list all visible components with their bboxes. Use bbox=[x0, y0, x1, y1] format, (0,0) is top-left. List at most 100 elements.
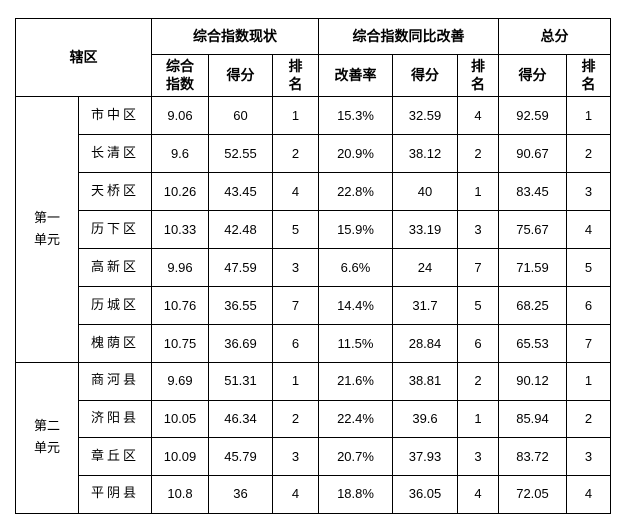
rank-cell: 4 bbox=[272, 475, 319, 514]
score2-cell: 36.05 bbox=[392, 475, 458, 514]
total-score-header: 得分 bbox=[498, 54, 567, 97]
district-name: 章丘区 bbox=[78, 437, 152, 477]
table-row: 长清区 9.6 52.55 2 20.9% 38.12 2 90.67 2 bbox=[16, 134, 611, 173]
index-cell: 10.8 bbox=[151, 475, 209, 514]
index-cell: 9.96 bbox=[151, 248, 209, 287]
rank-header: 排名 bbox=[272, 54, 319, 97]
total-cell: 85.94 bbox=[498, 399, 567, 439]
total-rank-cell: 1 bbox=[566, 362, 611, 401]
rank2-cell: 2 bbox=[457, 362, 499, 401]
table-row: 第二单元 商河县 9.69 51.31 1 21.6% 38.81 2 90.12 1 bbox=[15, 362, 611, 514]
rank-cell: 2 bbox=[272, 134, 319, 173]
total-rank-cell: 6 bbox=[566, 286, 611, 325]
rank-cell: 6 bbox=[272, 324, 319, 363]
ranking-table: 辖区 综合指数现状 综合指数同比改善 总分 综合指数 得分 排名 改善率 得分 … bbox=[15, 18, 611, 514]
district-name: 长清区 bbox=[78, 134, 152, 173]
unit-label: 第一单元 bbox=[15, 96, 79, 363]
score-cell: 36.69 bbox=[208, 324, 273, 363]
district-name: 槐荫区 bbox=[78, 324, 152, 363]
rank2-cell: 3 bbox=[457, 210, 499, 249]
total-rank-header: 排名 bbox=[566, 54, 611, 97]
header-row-1: 辖区 综合指数现状 综合指数同比改善 总分 bbox=[15, 18, 611, 97]
table-row: 历下区 10.33 42.48 5 15.9% 33.19 3 75.67 4 bbox=[16, 210, 611, 249]
index-cell: 9.06 bbox=[151, 96, 209, 135]
rate-cell: 18.8% bbox=[318, 475, 393, 514]
score-cell: 36 bbox=[208, 475, 273, 514]
rank2-cell: 4 bbox=[457, 475, 499, 514]
status-group-header: 综合指数现状 bbox=[151, 18, 319, 55]
rank2-cell: 7 bbox=[457, 248, 499, 287]
rate-cell: 21.6% bbox=[318, 362, 393, 401]
rank-cell: 3 bbox=[272, 248, 319, 287]
score2-cell: 33.19 bbox=[392, 210, 458, 249]
district-name: 高新区 bbox=[78, 248, 152, 287]
index-cell: 10.75 bbox=[151, 324, 209, 363]
district-name: 平阴县 bbox=[78, 475, 152, 514]
rate-header: 改善率 bbox=[318, 54, 393, 97]
score-cell: 52.55 bbox=[208, 134, 273, 173]
total-rank-cell: 3 bbox=[566, 437, 611, 477]
total-rank-cell: 3 bbox=[566, 172, 611, 211]
district-header: 辖区 bbox=[15, 18, 152, 97]
total-rank-cell: 7 bbox=[566, 324, 611, 363]
rank2-cell: 4 bbox=[457, 96, 499, 135]
header-row-2: 综合指数 得分 排名 改善率 得分 排名 得分 排名 bbox=[16, 54, 611, 97]
rank-cell: 1 bbox=[272, 362, 319, 401]
district-name: 商河县 bbox=[78, 362, 152, 401]
total-cell: 72.05 bbox=[498, 475, 567, 514]
score2-cell: 28.84 bbox=[392, 324, 458, 363]
rank2-cell: 2 bbox=[457, 134, 499, 173]
total-rank-cell: 2 bbox=[566, 134, 611, 173]
index-cell: 10.05 bbox=[151, 399, 209, 439]
total-rank-cell: 4 bbox=[566, 475, 611, 514]
score-cell: 46.34 bbox=[208, 399, 273, 439]
rate-cell: 22.8% bbox=[318, 172, 393, 211]
index-cell: 10.26 bbox=[151, 172, 209, 211]
score2-cell: 31.7 bbox=[392, 286, 458, 325]
score-cell: 51.31 bbox=[208, 362, 273, 401]
table-row: 槐荫区 10.75 36.69 6 11.5% 28.84 6 65.53 7 bbox=[16, 324, 611, 363]
table-row: 章丘区 10.09 45.79 3 20.7% 37.93 3 83.72 3 bbox=[16, 437, 611, 477]
total-cell: 90.67 bbox=[498, 134, 567, 173]
score2-cell: 38.81 bbox=[392, 362, 458, 401]
score2-cell: 24 bbox=[392, 248, 458, 287]
rate-cell: 15.9% bbox=[318, 210, 393, 249]
score2-cell: 32.59 bbox=[392, 96, 458, 135]
index-cell: 9.6 bbox=[151, 134, 209, 173]
index-cell: 10.76 bbox=[151, 286, 209, 325]
total-cell: 71.59 bbox=[498, 248, 567, 287]
total-cell: 68.25 bbox=[498, 286, 567, 325]
score-cell: 45.79 bbox=[208, 437, 273, 477]
rank-cell: 3 bbox=[272, 437, 319, 477]
total-rank-cell: 1 bbox=[566, 96, 611, 135]
rate-cell: 15.3% bbox=[318, 96, 393, 135]
index-cell: 10.33 bbox=[151, 210, 209, 249]
rank-cell: 5 bbox=[272, 210, 319, 249]
score2-cell: 40 bbox=[392, 172, 458, 211]
unit-label: 第二单元 bbox=[15, 362, 79, 514]
rate-cell: 11.5% bbox=[318, 324, 393, 363]
score-cell: 47.59 bbox=[208, 248, 273, 287]
district-name: 济阳县 bbox=[78, 399, 152, 439]
rate-cell: 14.4% bbox=[318, 286, 393, 325]
total-cell: 83.72 bbox=[498, 437, 567, 477]
total-rank-cell: 5 bbox=[566, 248, 611, 287]
table-row: 高新区 9.96 47.59 3 6.6% 24 7 71.59 5 bbox=[16, 248, 611, 287]
district-name: 市中区 bbox=[78, 96, 152, 135]
rank2-cell: 3 bbox=[457, 437, 499, 477]
table-row: 平阴县 10.8 36 4 18.8% 36.05 4 72.05 4 bbox=[16, 475, 611, 514]
score2-cell: 37.93 bbox=[392, 437, 458, 477]
total-cell: 83.45 bbox=[498, 172, 567, 211]
score-cell: 42.48 bbox=[208, 210, 273, 249]
table-row: 天桥区 10.26 43.45 4 22.8% 40 1 83.45 3 bbox=[16, 172, 611, 211]
total-cell: 75.67 bbox=[498, 210, 567, 249]
index-cell: 9.69 bbox=[151, 362, 209, 401]
score-header: 得分 bbox=[208, 54, 273, 97]
score2-cell: 39.6 bbox=[392, 399, 458, 439]
total-cell: 90.12 bbox=[498, 362, 567, 401]
rank-cell: 2 bbox=[272, 399, 319, 439]
table-row: 历城区 10.76 36.55 7 14.4% 31.7 5 68.25 6 bbox=[16, 286, 611, 325]
rate-cell: 20.7% bbox=[318, 437, 393, 477]
rank-cell: 7 bbox=[272, 286, 319, 325]
score-cell: 36.55 bbox=[208, 286, 273, 325]
